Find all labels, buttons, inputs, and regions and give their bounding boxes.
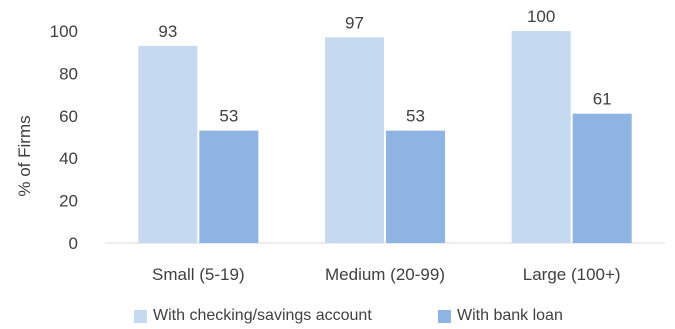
y-tick-label: 20	[59, 192, 78, 211]
bar-bank-loan	[386, 130, 445, 243]
y-tick-label: 100	[50, 22, 78, 41]
y-tick-label: 80	[59, 64, 78, 83]
legend-swatch-checking	[134, 309, 147, 323]
data-label: 100	[527, 7, 555, 26]
bar-checking	[325, 37, 384, 243]
y-tick-label: 0	[69, 234, 78, 253]
legend-item-bank-loan: With bank loan	[438, 307, 563, 325]
bar-checking	[511, 31, 571, 243]
legend-label-bank-loan: With bank loan	[457, 307, 563, 324]
data-label: 97	[345, 13, 364, 32]
legend-label-checking: With checking/savings account	[153, 307, 372, 324]
y-tick-label: 40	[59, 149, 78, 168]
bar-checking	[138, 45, 198, 244]
x-category-label: Small (5-19)	[152, 265, 245, 284]
y-tick-label: 60	[59, 107, 78, 126]
bar-chart: % of Firms 0 20 40 60 80 100 93 53 97 53 100 61 Sm…	[15, 7, 665, 284]
data-label: 53	[406, 107, 425, 126]
bar-bank-loan	[572, 113, 632, 244]
data-label: 61	[593, 90, 612, 109]
legend-item-checking: With checking/savings account	[134, 307, 372, 325]
x-category-label: Medium (20-99)	[325, 265, 445, 284]
data-label: 93	[158, 22, 177, 41]
y-axis-title: % of Firms	[15, 115, 34, 196]
legend-swatch-bank-loan	[438, 309, 451, 323]
x-category-label: Large (100+)	[523, 265, 621, 284]
legend: With checking/savings account With bank …	[0, 307, 675, 329]
data-label: 53	[219, 107, 238, 126]
bar-bank-loan	[199, 130, 259, 243]
